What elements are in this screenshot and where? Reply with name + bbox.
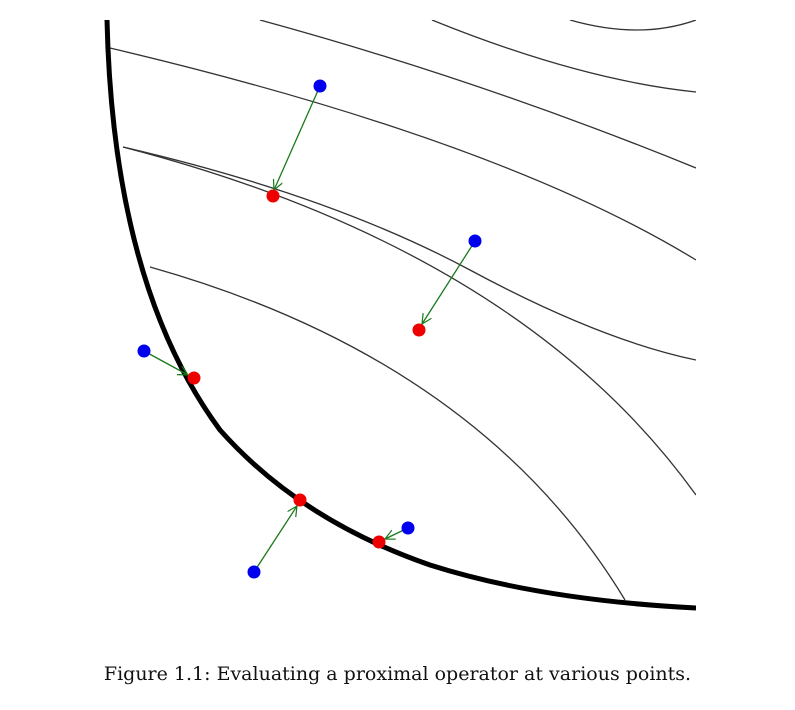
figure-caption: Figure 1.1: Evaluating a proximal operat… — [0, 663, 795, 685]
input-point-1 — [314, 80, 327, 93]
arrow-2 — [422, 241, 475, 324]
prox-point-2 — [413, 324, 426, 337]
input-point-2 — [469, 235, 482, 248]
contour-line-6 — [570, 20, 696, 30]
contour-line-3 — [110, 48, 696, 260]
contour-line-2 — [123, 147, 696, 495]
prox-point-3 — [188, 372, 201, 385]
contour-line-4 — [260, 20, 696, 168]
prox-point-5 — [373, 536, 386, 549]
input-point-4 — [248, 566, 261, 579]
arrow-4 — [254, 506, 297, 572]
domain-boundary — [107, 20, 696, 608]
prox-point-1 — [267, 190, 280, 203]
contour-line-2b — [123, 147, 696, 360]
proximal-operator-figure — [0, 0, 795, 640]
input-point-3 — [138, 345, 151, 358]
input-point-5 — [402, 522, 415, 535]
contour-line-5 — [432, 20, 696, 92]
prox-point-4 — [294, 494, 307, 507]
arrow-1 — [274, 86, 320, 190]
